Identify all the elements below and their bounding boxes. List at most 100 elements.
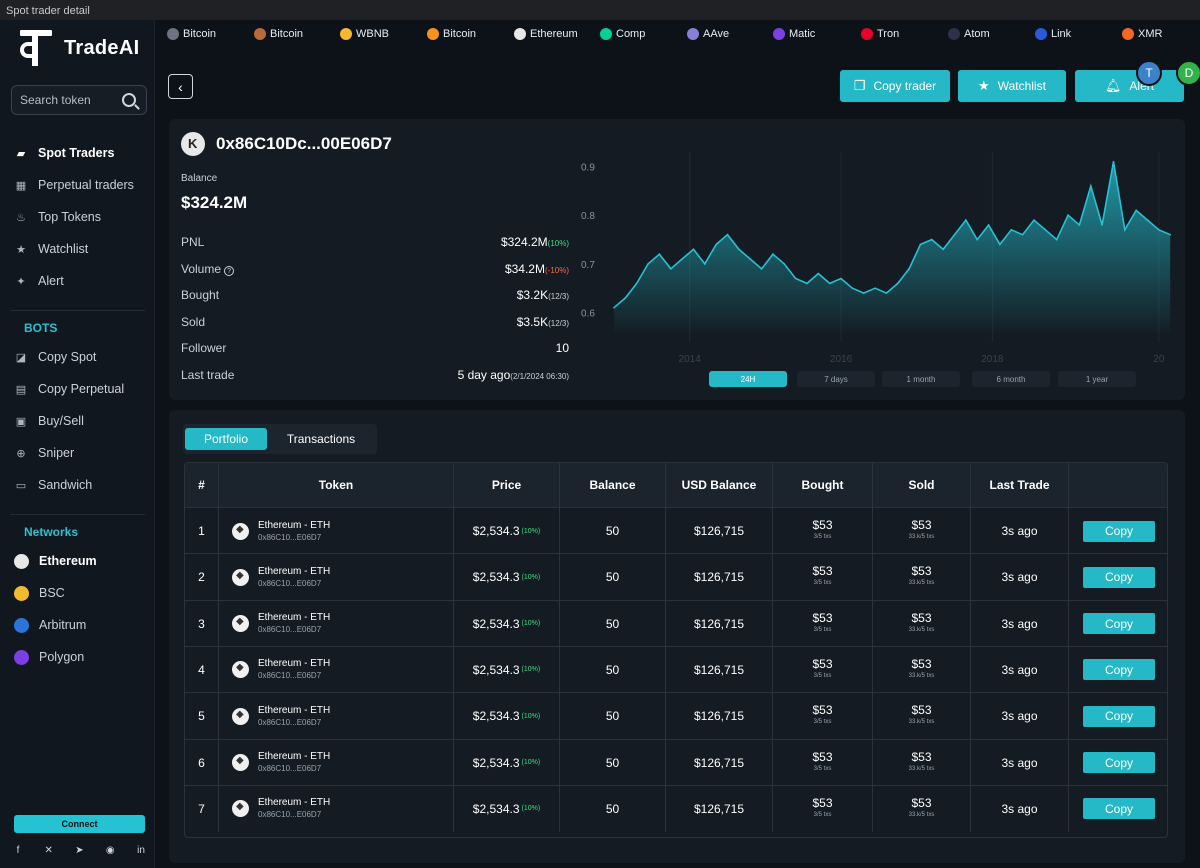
sidebar-item-copy-perpetual[interactable]: ▤ Copy Perpetual xyxy=(0,373,155,405)
copy-trader-button[interactable]: ❐ Copy trader xyxy=(840,70,950,102)
table-cell: Copy xyxy=(1069,786,1167,832)
token-name[interactable]: Ethereum - ETH xyxy=(258,565,331,577)
avatar[interactable]: T xyxy=(1136,60,1162,86)
ticker-item[interactable]: Bitcoin xyxy=(254,28,303,40)
back-button[interactable]: ‹ xyxy=(168,74,193,99)
ticker-item[interactable]: Tron xyxy=(861,28,899,40)
range-24h[interactable]: 24H xyxy=(709,371,787,387)
row-number: 5 xyxy=(198,709,205,724)
ticker-item[interactable]: Bitcoin xyxy=(427,28,476,40)
range-1-month[interactable]: 1 month xyxy=(882,371,960,387)
ticker-item[interactable]: Comp xyxy=(600,28,645,40)
stat-sub: (12/3) xyxy=(548,292,569,301)
copy-button[interactable]: Copy xyxy=(1083,659,1155,681)
bought-amount: $53 xyxy=(812,564,833,579)
network-item-ethereum[interactable]: Ethereum xyxy=(0,545,155,577)
token-name[interactable]: Ethereum - ETH xyxy=(258,612,331,624)
x-icon[interactable]: ✕ xyxy=(44,844,53,856)
ethereum-icon xyxy=(14,553,29,569)
facebook-icon[interactable]: f xyxy=(16,844,20,856)
token-name[interactable]: Ethereum - ETH xyxy=(258,797,331,809)
connect-button[interactable]: Connect xyxy=(14,815,145,833)
linkedin-icon[interactable]: in xyxy=(137,844,145,856)
ticker-item[interactable]: Matic xyxy=(773,28,815,40)
table-row[interactable]: 6 Ethereum - ETH 0x86C10...E06D7 $2,534.3(1… xyxy=(185,738,1167,786)
sidebar-item-perpetual-traders[interactable]: ▦ Perpetual traders xyxy=(0,169,155,201)
range-6-month[interactable]: 6 month xyxy=(972,371,1050,387)
network-item-bsc[interactable]: BSC xyxy=(0,577,155,609)
github-icon[interactable]: ◉ xyxy=(105,844,115,856)
column-header[interactable]: USD Balance xyxy=(666,463,773,507)
sidebar-item-buy-sell[interactable]: ▣ Buy/Sell xyxy=(0,405,155,437)
sidebar-item-sandwich[interactable]: ▭ Sandwich xyxy=(0,469,155,501)
ticker-item[interactable]: WBNB xyxy=(340,28,389,40)
sidebar-item-sniper[interactable]: ⊕ Sniper xyxy=(0,437,155,469)
stat-label: Last trade xyxy=(181,368,235,382)
column-header[interactable]: Sold xyxy=(873,463,971,507)
sidebar-item-label: Watchlist xyxy=(38,242,89,256)
sidebar-item-alert[interactable]: ✦ Alert xyxy=(0,265,155,297)
avatar[interactable]: D xyxy=(1176,60,1200,86)
range-7-days[interactable]: 7 days xyxy=(797,371,875,387)
data-point xyxy=(749,258,751,260)
token-name[interactable]: Ethereum - ETH xyxy=(258,658,331,670)
row-number: 3 xyxy=(198,616,205,631)
ticker-label: XMR xyxy=(1138,28,1163,40)
copy-button[interactable]: Copy xyxy=(1083,520,1155,542)
trader-address[interactable]: 0x86C10Dc...00E06D7 xyxy=(216,134,392,153)
data-point xyxy=(681,258,683,260)
price-change: (10%) xyxy=(521,759,541,766)
ticker-item[interactable]: Bitcoin xyxy=(167,28,216,40)
logo[interactable]: TradeAI xyxy=(18,28,139,68)
column-header[interactable]: Token xyxy=(219,463,454,507)
column-header[interactable]: Last Trade xyxy=(971,463,1069,507)
sidebar-item-spot-traders[interactable]: ▰ Spot Traders xyxy=(0,137,155,169)
stat-value-wrap: 10 xyxy=(556,341,569,355)
copy-button[interactable]: Copy xyxy=(1083,613,1155,635)
coin-icon xyxy=(427,28,439,40)
column-header[interactable]: Price xyxy=(454,463,560,507)
sidebar-item-copy-spot[interactable]: ◪ Copy Spot xyxy=(0,341,155,373)
sidebar-item-top-tokens[interactable]: ♨ Top Tokens xyxy=(0,201,155,233)
column-header[interactable]: # xyxy=(185,463,219,507)
alert-button[interactable]: 🔔︎ Alert xyxy=(1075,70,1184,102)
help-icon[interactable]: ? xyxy=(224,266,235,276)
ticker-item[interactable]: Link xyxy=(1035,28,1071,40)
copy-button[interactable]: Copy xyxy=(1083,752,1155,773)
telegram-icon[interactable]: ➤ xyxy=(75,844,84,856)
search-box[interactable] xyxy=(11,85,147,115)
row-number: 6 xyxy=(198,755,205,770)
data-point xyxy=(1033,219,1035,221)
token-address: 0x86C10...E06D7 xyxy=(258,578,322,588)
ticker-item[interactable]: Atom xyxy=(948,28,990,40)
copy-button[interactable]: Copy xyxy=(1083,566,1155,588)
ticker-item[interactable]: AAve xyxy=(687,28,729,40)
search-input[interactable] xyxy=(20,93,120,107)
range-1-year[interactable]: 1 year xyxy=(1058,371,1136,387)
row-number: 7 xyxy=(198,801,205,816)
token-name[interactable]: Ethereum - ETH xyxy=(258,519,331,531)
sidebar-item-watchlist[interactable]: ★ Watchlist xyxy=(0,233,155,265)
tab-portfolio[interactable]: Portfolio xyxy=(185,428,267,450)
network-item-arbitrum[interactable]: Arbitrum xyxy=(0,609,155,641)
token-info: Ethereum - ETH 0x86C10...E06D7 xyxy=(258,566,330,589)
column-header[interactable]: Balance xyxy=(560,463,666,507)
column-header[interactable]: Bought xyxy=(773,463,873,507)
watchlist-button[interactable]: ★ Watchlist xyxy=(958,70,1066,102)
ticker-item[interactable]: Ethereum xyxy=(514,28,578,40)
token-name[interactable]: Ethereum - ETH xyxy=(258,751,331,762)
copy-button[interactable]: Copy xyxy=(1083,798,1155,820)
search-icon[interactable] xyxy=(122,93,136,107)
network-item-polygon[interactable]: Polygon xyxy=(0,641,155,673)
copy-button[interactable]: Copy xyxy=(1083,705,1155,727)
ticker-item[interactable]: XMR xyxy=(1122,28,1162,40)
table-cell: $2,534.3 (10%) xyxy=(454,554,560,601)
token-name[interactable]: Ethereum - ETH xyxy=(258,704,331,716)
tab-transactions[interactable]: Transactions xyxy=(286,432,356,446)
